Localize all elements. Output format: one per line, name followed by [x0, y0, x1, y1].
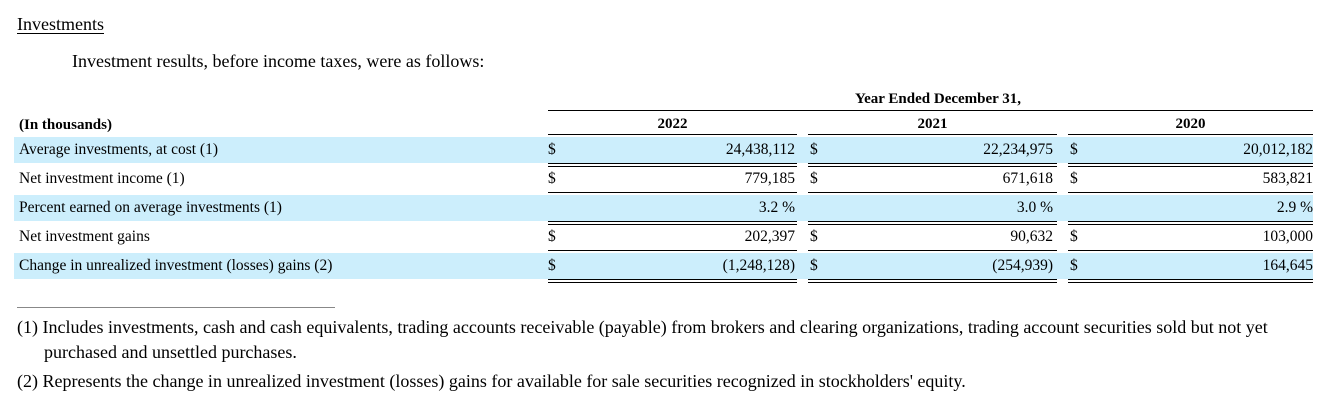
table-cell: (254,939)	[992, 257, 1053, 274]
cell-rule-double	[548, 282, 797, 283]
cell-rule	[548, 279, 797, 280]
cell-rule-double	[1068, 224, 1313, 225]
row-label: Percent earned on average investments (1…	[19, 199, 282, 216]
footnote-1-number: (1)	[17, 317, 38, 337]
row-label: Change in unrealized investment (losses)…	[19, 257, 333, 274]
section-heading: Investments	[17, 14, 104, 34]
row-shading	[14, 195, 1313, 221]
footnote-1-text: Includes investments, cash and cash equi…	[42, 317, 1268, 362]
cell-rule	[1068, 279, 1313, 280]
cell-rule	[808, 250, 1057, 251]
table-cell: 20,012,182	[1243, 141, 1313, 158]
year-header-2021: 2021	[917, 116, 948, 132]
dollar-sign: $	[1070, 257, 1078, 274]
table-cell: 202,397	[744, 228, 795, 245]
cell-rule-double	[1068, 166, 1313, 167]
cell-rule	[808, 221, 1057, 222]
table-cell: 22,234,975	[983, 141, 1053, 158]
cell-rule	[808, 192, 1057, 193]
table-cell: 779,185	[744, 170, 795, 187]
cell-rule-double	[1068, 282, 1313, 283]
cell-rule	[1068, 192, 1313, 193]
cell-rule	[808, 279, 1057, 280]
footnote-2-number: (2)	[17, 371, 38, 391]
investment-results-table: Year Ended December 31, (In thousands) 2…	[14, 91, 1313, 283]
row-shading	[14, 137, 1313, 163]
cell-rule	[1068, 221, 1313, 222]
cell-rule	[1068, 163, 1313, 164]
year-header-rule	[548, 134, 797, 135]
cell-rule-double	[548, 166, 797, 167]
year-header-rule	[1068, 134, 1313, 135]
dollar-sign: $	[810, 170, 818, 187]
dollar-sign: $	[1070, 228, 1078, 245]
dollar-sign: $	[548, 257, 556, 274]
row-label: Average investments, at cost (1)	[19, 141, 218, 158]
dollar-sign: $	[548, 170, 556, 187]
cell-rule-double	[808, 282, 1057, 283]
cell-rule	[548, 221, 797, 222]
year-header-rule	[808, 134, 1057, 135]
unit-label: (In thousands)	[19, 117, 112, 133]
table-cell: 583,821	[1262, 170, 1313, 187]
year-header-2022: 2022	[657, 116, 688, 132]
footnote-1: (1) Includes investments, cash and cash …	[17, 315, 1325, 365]
row-shading	[14, 253, 1313, 279]
cell-rule-double	[808, 224, 1057, 225]
cell-rule	[548, 192, 797, 193]
table-cell: 103,000	[1262, 228, 1313, 245]
cell-rule	[548, 163, 797, 164]
dollar-sign: $	[548, 141, 556, 158]
table-cell: (1,248,128)	[722, 257, 795, 274]
intro-text: Investment results, before income taxes,…	[72, 51, 485, 71]
dollar-sign: $	[810, 141, 818, 158]
cell-rule-double	[548, 224, 797, 225]
table-cell: 3.0 %	[1016, 199, 1053, 216]
dollar-sign: $	[548, 228, 556, 245]
group-header: Year Ended December 31,	[854, 91, 1022, 107]
cell-rule	[548, 250, 797, 251]
year-header-2020: 2020	[1175, 116, 1206, 132]
dollar-sign: $	[810, 257, 818, 274]
dollar-sign: $	[810, 228, 818, 245]
table-cell: 24,438,112	[725, 141, 795, 158]
table-cell: 2.9 %	[1276, 199, 1313, 216]
header-top-rule	[548, 110, 1313, 111]
row-label: Net investment income (1)	[19, 170, 185, 187]
cell-rule-double	[808, 166, 1057, 167]
table-cell: 90,632	[1010, 228, 1053, 245]
dollar-sign: $	[1070, 141, 1078, 158]
dollar-sign: $	[1070, 170, 1078, 187]
footnote-divider	[17, 307, 335, 308]
cell-rule	[808, 163, 1057, 164]
table-cell: 164,645	[1262, 257, 1313, 274]
cell-rule	[1068, 250, 1313, 251]
footnote-2-text: Represents the change in unrealized inve…	[42, 371, 966, 391]
footnote-2: (2) Represents the change in unrealized …	[17, 369, 966, 394]
table-cell: 671,618	[1002, 170, 1053, 187]
table-cell: 3.2 %	[758, 199, 795, 216]
row-label: Net investment gains	[19, 228, 150, 245]
